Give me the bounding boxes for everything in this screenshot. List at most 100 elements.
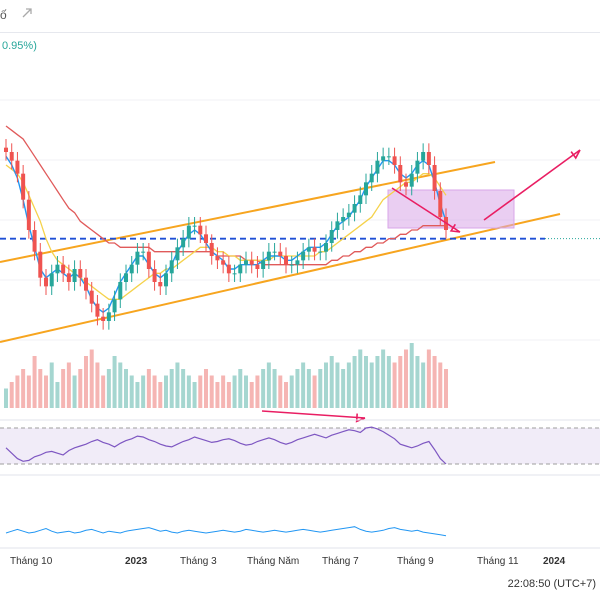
candle-body [209, 243, 214, 256]
candle-body [381, 156, 386, 161]
rsi-band [0, 428, 600, 464]
candle-body [66, 273, 71, 282]
volume-bar [49, 362, 54, 408]
volume-bar [232, 375, 237, 408]
volume-bar [146, 369, 151, 408]
volume-bar [112, 356, 117, 408]
candle-body [364, 182, 368, 196]
volume-bar [198, 375, 203, 408]
volume-bar [89, 349, 94, 408]
volume-bar [175, 362, 180, 408]
candle-body [289, 264, 294, 266]
volume-bar [4, 388, 8, 408]
volume-bar [66, 362, 71, 408]
lower-channel-line [0, 213, 561, 343]
moving-average-short [5, 155, 447, 314]
price-change-text: 0.95%) [2, 40, 37, 52]
x-axis-label: Tháng 10 [10, 556, 53, 567]
x-axis-label: Tháng Năm [247, 556, 300, 567]
candle-body [335, 221, 340, 230]
volume-bar [438, 362, 443, 408]
timestamp: 22:08:50 (UTC+7) [507, 578, 596, 590]
candle-body [95, 303, 100, 317]
volume-bar [364, 356, 368, 408]
candle-body [318, 251, 323, 253]
volume-bar [272, 369, 277, 408]
volume-bar [375, 356, 380, 408]
volume-bar [44, 375, 48, 408]
candle-body [84, 277, 88, 291]
x-axis-label: Tháng 3 [180, 556, 217, 567]
up-arrow [483, 149, 581, 221]
share-icon[interactable] [20, 6, 34, 20]
down-arrow [391, 187, 461, 233]
down-arrow-head [449, 223, 461, 233]
candle-body [226, 264, 231, 274]
candle-body [255, 264, 260, 269]
volume-bar [415, 356, 420, 408]
candle-body [15, 160, 20, 174]
candle-body [152, 269, 157, 282]
volume-bar [226, 382, 231, 408]
volume-bar [238, 369, 243, 408]
volume-bar [55, 382, 60, 408]
volume-bar [381, 349, 386, 408]
candle-body [352, 204, 357, 213]
candle-body [386, 156, 391, 158]
moving-average-long [5, 125, 446, 266]
volume-bar [335, 362, 340, 408]
volume-bar [15, 375, 20, 408]
divergence-arrow-head [355, 413, 366, 423]
candle-body [261, 260, 266, 269]
candle-body [432, 165, 437, 191]
volume-bar [278, 375, 283, 408]
volume-bar [341, 369, 346, 408]
candle-body [192, 225, 197, 227]
volume-bar [358, 349, 363, 408]
candle-body [4, 147, 8, 152]
candle-body [164, 273, 168, 287]
candle-body [186, 225, 191, 239]
candle-body [375, 160, 380, 174]
volume-bar [312, 375, 317, 408]
candle-body [72, 269, 77, 282]
candle-body [26, 199, 31, 230]
volume-bar [432, 356, 437, 408]
rsi-line [5, 426, 447, 465]
volume-bar [249, 382, 254, 408]
candle-body [266, 251, 271, 261]
volume-bar [289, 375, 294, 408]
candle-body [118, 282, 123, 300]
candle-body [124, 273, 128, 282]
volume-bar [95, 362, 100, 408]
volume-bar [186, 375, 191, 408]
candle-body [369, 173, 374, 183]
top-bar: ố [0, 0, 600, 33]
candle-body [312, 247, 317, 252]
volume-bar [318, 369, 323, 408]
candle-body [21, 173, 26, 200]
candle-body [329, 230, 334, 243]
candle-body [346, 212, 351, 217]
candle-body [232, 273, 237, 275]
volume-bar [106, 369, 111, 408]
candle-body [398, 165, 403, 183]
candle-body [129, 264, 134, 274]
volume-bar [141, 375, 146, 408]
volume-bar [72, 375, 77, 408]
x-axis-label: Tháng 7 [322, 556, 359, 567]
volume-bar [398, 356, 403, 408]
candle-body [272, 251, 277, 253]
volume-bar [255, 375, 260, 408]
volume-bar [84, 356, 88, 408]
candle-body [415, 160, 420, 174]
candle-body [32, 230, 37, 252]
volume-bar [346, 362, 351, 408]
volume-bar [169, 369, 174, 408]
up-arrow-head [570, 149, 581, 160]
candle-body [238, 264, 243, 274]
candle-body [112, 299, 117, 313]
volume-bar [392, 362, 397, 408]
volume-bar [215, 382, 220, 408]
